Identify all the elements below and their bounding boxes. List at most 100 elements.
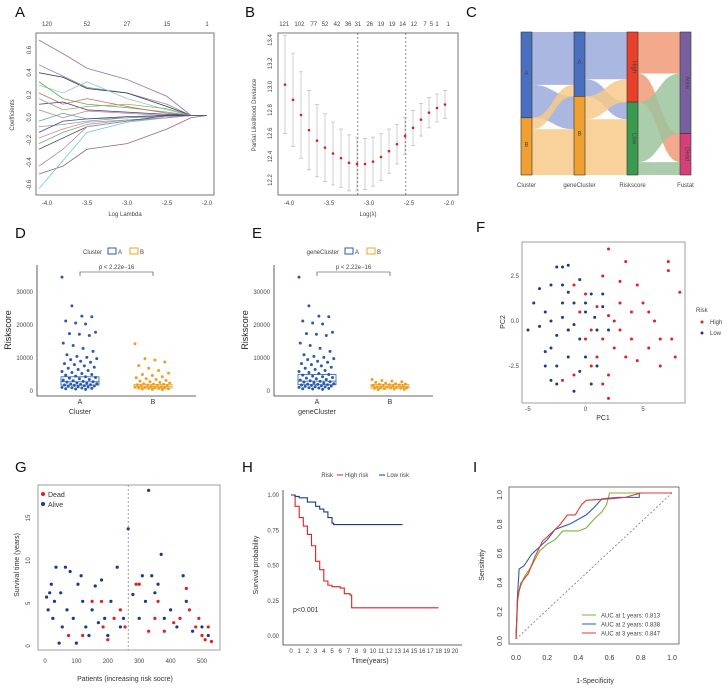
patient-point-alive [147, 488, 151, 492]
deviance-point [283, 83, 287, 86]
coef-path [38, 115, 208, 175]
patient-point-alive [68, 569, 72, 574]
x-tick-label: -3.5 [82, 201, 93, 207]
data-point [94, 330, 98, 334]
pca-point-high [630, 337, 633, 341]
x-tick-label: -2.0 [202, 201, 213, 207]
pca-point-low [572, 301, 576, 305]
patient-point-dead [66, 633, 71, 638]
deviance-point [299, 113, 303, 117]
data-point [134, 376, 138, 380]
legend-label: AUC at 2 years: 0.838 [601, 623, 661, 629]
pca-point-low [538, 324, 541, 328]
pca-point-high [561, 378, 564, 382]
y-tick-label: 0.50 [267, 564, 279, 570]
coef-path [38, 72, 207, 116]
data-point [304, 332, 308, 336]
deviance-point [403, 134, 407, 138]
node-label: Low [631, 133, 637, 145]
y-tick-label: 30000 [253, 290, 270, 296]
top-df-label: 121 [279, 22, 290, 28]
data-point [81, 346, 85, 350]
data-point [139, 384, 143, 388]
legend-label: B [140, 250, 144, 256]
data-point [389, 386, 393, 390]
deviance-point [355, 162, 359, 166]
patient-point-alive [206, 633, 210, 638]
deviance-point [395, 142, 399, 146]
data-point [299, 362, 303, 366]
flow-cB-gB [532, 129, 574, 175]
data-point [71, 379, 75, 383]
pca-point-low [526, 328, 530, 332]
pca-point-low [578, 369, 582, 373]
x-tick-label: 1.0 [667, 655, 677, 662]
patient-point-alive [140, 574, 144, 578]
patient-point-alive [106, 633, 110, 638]
patient-point-alive [90, 608, 94, 612]
top-df-label: 5 [430, 22, 434, 28]
data-point [382, 387, 386, 391]
patient-point-dead [200, 633, 204, 638]
x-tick-label: B [151, 399, 156, 406]
y-tick-label: -2.5 [509, 364, 520, 370]
data-point [60, 370, 64, 374]
data-point [157, 369, 161, 373]
data-point [307, 371, 311, 375]
node-fD [679, 133, 692, 176]
data-point [74, 321, 78, 325]
p-value-label: p < 2.22e−16 [99, 265, 135, 271]
data-point [332, 357, 336, 361]
data-point [397, 383, 401, 387]
data-point [321, 375, 325, 379]
data-point [75, 381, 79, 385]
patient-point-alive [99, 578, 104, 582]
patient-point-alive [156, 582, 160, 586]
y-tick-label: 12.8 [268, 104, 274, 116]
legend-label: AUC at 1 years: 0.813 [601, 614, 661, 620]
x-axis-label: Log Lambda [108, 212, 142, 218]
x-tick-label: 19 [443, 649, 450, 655]
top-df-label: 14 [399, 22, 406, 28]
data-point [371, 383, 375, 387]
legend-label: AUC at 3 years: 0.847 [601, 632, 661, 638]
data-point [95, 382, 99, 386]
data-point [65, 380, 69, 384]
data-point [404, 382, 408, 386]
patient-point-alive [51, 616, 55, 621]
x-tick-label: 8 [355, 649, 359, 655]
pca-point-low [566, 355, 570, 359]
x-tick-label: -3.0 [364, 201, 375, 207]
data-point [377, 382, 381, 386]
x-tick-label: -2.0 [444, 201, 455, 207]
data-point [405, 386, 409, 390]
node-label: B [524, 142, 528, 148]
patient-point-alive [159, 552, 163, 557]
data-point [329, 384, 333, 388]
patient-point-dead [90, 599, 94, 603]
data-point [86, 369, 90, 373]
patient-point-alive [162, 616, 166, 621]
top-df-label: 31 [354, 22, 361, 28]
pca-point-low [578, 337, 582, 341]
pca-point-low [561, 301, 564, 305]
data-point [61, 378, 65, 382]
x-tick-label: 0.6 [605, 655, 615, 662]
plot-frame-i [508, 486, 680, 645]
pca-point-high [589, 364, 593, 368]
data-point [297, 370, 301, 374]
y-tick-label: 13.2 [268, 57, 274, 69]
data-point [87, 334, 91, 338]
pca-point-low [566, 263, 570, 267]
data-point [142, 382, 146, 386]
top-df-label: 15 [164, 22, 171, 28]
x-axis-label: Log(λ) [359, 212, 376, 218]
node-label: Dead [684, 147, 690, 161]
pca-point-low [532, 301, 536, 305]
data-point [370, 377, 374, 381]
patient-point-alive [190, 629, 195, 633]
patient-point-alive [49, 582, 53, 586]
x-tick-label: 0 [43, 659, 47, 665]
data-point [311, 321, 315, 325]
plot-frame-a [35, 32, 215, 196]
